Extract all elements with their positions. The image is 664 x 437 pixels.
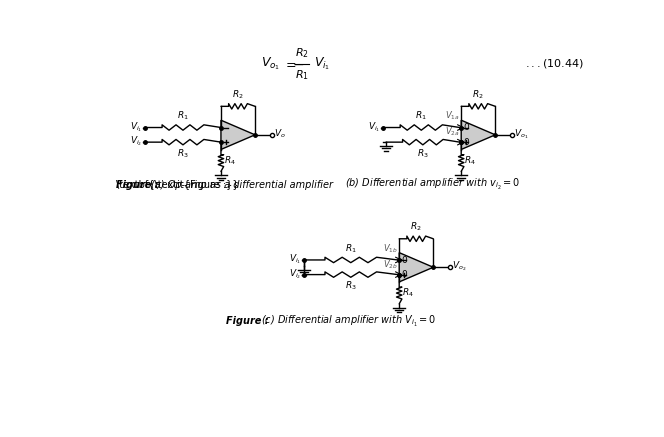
Text: $0$: $0$ <box>401 254 408 265</box>
Text: $R_2$: $R_2$ <box>472 88 484 101</box>
Text: $R_2$: $R_2$ <box>232 88 244 101</box>
Text: $V_{1b}$: $V_{1b}$ <box>382 242 398 255</box>
Text: $R_1$: $R_1$ <box>345 242 357 255</box>
Text: $V_{1a}$: $V_{1a}$ <box>445 110 459 122</box>
Text: $V_{i_1}$: $V_{i_1}$ <box>130 120 143 134</box>
Text: $R_3$: $R_3$ <box>177 148 189 160</box>
Polygon shape <box>221 120 255 149</box>
Text: $V_{2a}$: $V_{2a}$ <box>445 126 459 138</box>
Text: $=$: $=$ <box>283 58 297 70</box>
Text: (a) Op-amp as a differential amplifier: (a) Op-amp as a differential amplifier <box>151 180 333 190</box>
Text: $V_o$: $V_o$ <box>274 128 286 140</box>
Text: Figure :: Figure : <box>226 316 269 326</box>
Text: $0$: $0$ <box>463 136 470 147</box>
Text: $V_{i_2}$: $V_{i_2}$ <box>290 267 301 281</box>
Text: $0$: $0$ <box>463 121 470 132</box>
Text: $R_1$: $R_1$ <box>295 68 309 82</box>
Text: (b) Differential amplifier with $v_{i_2}=0$: (b) Differential amplifier with $v_{i_2}… <box>345 177 520 192</box>
Text: $V_{2b}$: $V_{2b}$ <box>382 258 398 271</box>
Text: $R_1$: $R_1$ <box>177 110 189 122</box>
Text: $V_{i_1}$: $V_{i_1}$ <box>369 120 380 134</box>
Text: $R_4$: $R_4$ <box>402 287 414 299</box>
Polygon shape <box>399 253 434 282</box>
Text: $R_1$: $R_1$ <box>416 110 427 122</box>
Text: $V_{i_1}$: $V_{i_1}$ <box>314 55 330 72</box>
Text: $...(10.44)$: $...(10.44)$ <box>525 58 584 70</box>
Text: $R_2$: $R_2$ <box>295 46 309 60</box>
Text: $R_3$: $R_3$ <box>345 280 357 292</box>
Text: $R_3$: $R_3$ <box>417 148 429 160</box>
Text: \textbf{\textit{Figure :}}: \textbf{\textit{Figure :}} <box>116 180 239 190</box>
Text: $V_{o_1}$: $V_{o_1}$ <box>261 55 280 72</box>
Text: $V_{o_2}$: $V_{o_2}$ <box>452 260 466 273</box>
Text: $V_{o_1}$: $V_{o_1}$ <box>514 127 529 141</box>
Text: (c) Differential amplifier with $V_{i_1}=0$: (c) Differential amplifier with $V_{i_1}… <box>261 314 437 329</box>
Text: $V_{i_2}$: $V_{i_2}$ <box>130 135 143 148</box>
Text: $-$: $-$ <box>292 57 304 71</box>
Polygon shape <box>461 120 495 149</box>
Text: $V_{i_1}$: $V_{i_1}$ <box>290 253 301 266</box>
Text: $R_4$: $R_4$ <box>464 154 476 167</box>
Text: $0$: $0$ <box>401 268 408 279</box>
Text: $R_4$: $R_4$ <box>224 154 236 167</box>
Text: $R_2$: $R_2$ <box>410 221 422 233</box>
Text: Figure :: Figure : <box>116 180 159 190</box>
